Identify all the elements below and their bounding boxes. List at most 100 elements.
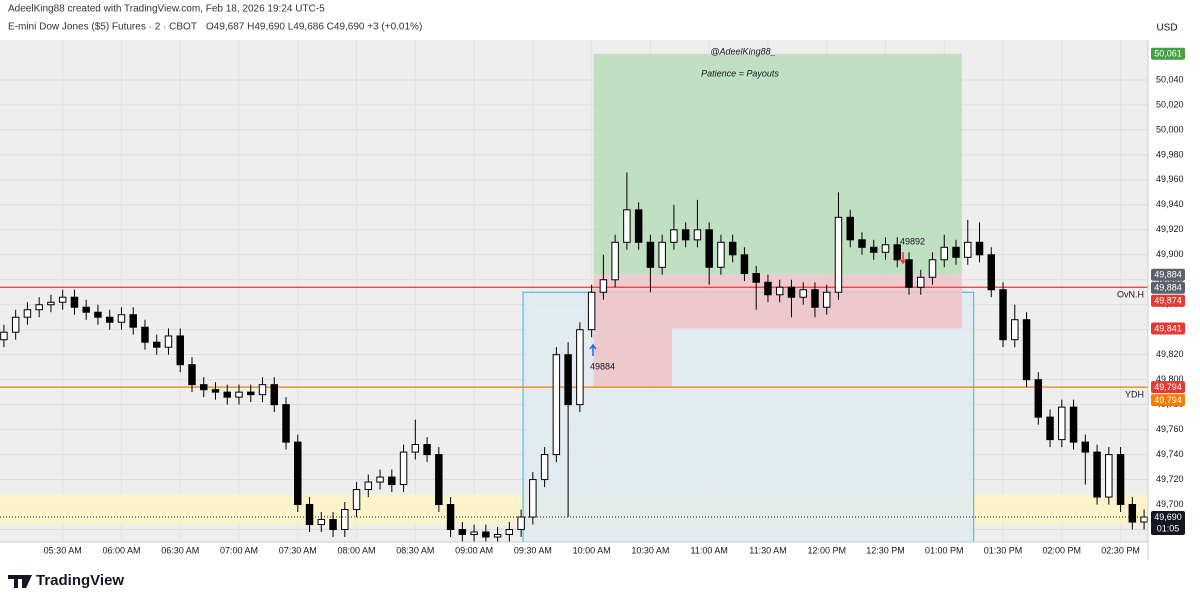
candle-body	[728, 241, 737, 256]
zone	[593, 274, 962, 329]
author-line: AdeelKing88 created with TradingView.com…	[8, 4, 325, 15]
price-tag-label: 49,841	[1154, 323, 1182, 333]
candle-body	[1058, 406, 1066, 441]
zone	[593, 53, 962, 275]
candle-body	[752, 273, 760, 283]
candle-body	[1116, 454, 1125, 506]
candle-body	[1081, 441, 1090, 453]
buy-arrow	[589, 343, 597, 356]
y-tick-label: 49,760	[1156, 424, 1184, 434]
candle-body	[0, 331, 8, 341]
candle-body	[294, 441, 302, 506]
price-tag-label: 49,794	[1154, 382, 1182, 392]
candle-body	[1128, 504, 1137, 523]
y-tick-label: 49,980	[1156, 149, 1184, 159]
candle-body	[376, 476, 384, 483]
candle-body	[235, 391, 243, 398]
candle-body	[388, 476, 396, 486]
price-tag-label: 49,690	[1154, 512, 1182, 522]
candle-body	[305, 504, 314, 526]
candle-body	[282, 404, 290, 443]
candle-body	[435, 454, 443, 506]
y-tick-label: 49,940	[1156, 199, 1184, 209]
y-tick-label: 49,700	[1156, 499, 1184, 509]
price-tag-label: 49,794	[1154, 395, 1182, 405]
candle-body	[141, 326, 149, 343]
x-tick-label: 09:30 AM	[514, 545, 552, 555]
sell-arrow	[899, 252, 907, 265]
candle-body	[35, 304, 43, 311]
brand-name: TradingView	[36, 572, 124, 589]
candle-body	[611, 241, 619, 281]
x-tick-label: 11:00 AM	[690, 545, 727, 555]
x-tick-label: 02:00 PM	[1043, 545, 1082, 555]
candle-body	[693, 229, 702, 241]
candle-body	[1046, 416, 1054, 441]
candle-body	[587, 291, 596, 331]
candle-body	[987, 254, 996, 291]
candle-body	[152, 341, 161, 348]
candle-body	[258, 384, 267, 396]
y-tick-label: 49,960	[1156, 174, 1184, 184]
candle-body	[458, 529, 467, 536]
currency: USD	[1156, 23, 1177, 34]
candle-body	[775, 286, 784, 296]
candle-body	[1069, 406, 1078, 443]
candle-body	[764, 281, 772, 296]
candle-body	[740, 254, 749, 275]
y-tick-label: 49,820	[1156, 349, 1184, 359]
candle-body	[223, 391, 231, 398]
candle-body	[411, 444, 420, 453]
candle-body	[23, 309, 32, 318]
x-tick-label: 11:30 AM	[749, 545, 786, 555]
candle-body	[94, 311, 102, 318]
candle-body	[423, 444, 431, 456]
countdown: 01:05	[1157, 523, 1180, 533]
y-tick-label: 49,920	[1156, 224, 1184, 234]
candle-body	[364, 481, 373, 491]
price-tag	[1151, 47, 1185, 60]
x-tick-label: 09:00 AM	[455, 545, 493, 555]
zone	[593, 328, 672, 388]
candle-body	[1011, 319, 1019, 341]
x-tick-label: 07:30 AM	[279, 545, 317, 555]
x-tick-label: 01:00 PM	[925, 545, 964, 555]
candle-body	[1034, 379, 1043, 418]
price-tag	[1151, 281, 1185, 294]
x-tick-label: 02:30 PM	[1101, 545, 1140, 555]
candle-body	[975, 241, 984, 256]
candle-body	[129, 314, 137, 328]
annotation: @AdeelKing88_	[710, 46, 775, 56]
candle-body	[564, 354, 572, 406]
x-tick-label: 12:00 PM	[807, 545, 846, 555]
price-tag	[1151, 394, 1185, 407]
candle-body	[211, 389, 220, 393]
candle-body	[529, 479, 537, 518]
price-tag	[1151, 268, 1185, 281]
level-label: OvN.H	[1117, 290, 1144, 300]
candle-body	[940, 246, 948, 261]
candle-body	[787, 286, 796, 298]
y-tick-label: 50,000	[1156, 124, 1184, 134]
x-tick-label: 06:30 AM	[161, 545, 199, 555]
y-tick-label: 50,040	[1156, 74, 1184, 84]
candle-body	[599, 279, 608, 293]
symbol-line: E-mini Dow Jones ($5) Futures · 2 · CBOT	[8, 22, 197, 33]
candle-body	[870, 246, 878, 253]
candle-body	[917, 276, 925, 288]
annotation: Patience = Payouts	[701, 68, 779, 78]
y-tick-label: 49,720	[1156, 474, 1184, 484]
price-tag-label: 49,884	[1154, 270, 1182, 280]
x-tick-label: 01:30 PM	[984, 545, 1023, 555]
candle-body	[82, 306, 90, 313]
candle-body	[681, 229, 690, 241]
candle-body	[858, 239, 866, 248]
candle-body	[964, 241, 972, 258]
candle-body	[482, 531, 490, 538]
candle-body	[1093, 451, 1101, 498]
candle-body	[799, 289, 807, 298]
candle-body	[70, 296, 79, 308]
candle-body	[634, 209, 643, 243]
candle-body	[1140, 516, 1148, 523]
x-tick-label: 05:30 AM	[44, 545, 82, 555]
